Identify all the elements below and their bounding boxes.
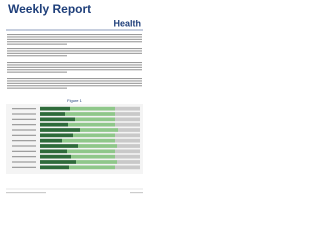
category-label: [12, 140, 36, 142]
bar-segment: [115, 117, 140, 122]
text-line: [7, 69, 142, 71]
text-line: [7, 43, 67, 45]
text-line: [7, 52, 142, 54]
category-label: [12, 166, 36, 168]
bar-segment: [76, 160, 117, 164]
text-line: [7, 78, 142, 80]
category-label: [12, 113, 36, 115]
bar-segment: [115, 122, 140, 127]
bar-segment: [80, 128, 118, 132]
bar-segment: [40, 133, 73, 138]
bar-segment: [115, 133, 140, 138]
bar-segment: [40, 154, 71, 159]
bar-segment: [40, 112, 65, 116]
text-line: [7, 50, 142, 52]
bar-segment: [115, 138, 140, 143]
bar-segment: [115, 165, 140, 170]
footer-text: [6, 192, 46, 194]
bar-segment: [115, 106, 140, 111]
category-label: [12, 150, 36, 152]
bar-segment: [78, 144, 117, 148]
bar-segment: [40, 160, 76, 164]
body-text: [7, 34, 142, 89]
text-line: [7, 48, 142, 50]
bar-segment: [75, 117, 115, 122]
bar-segment: [40, 138, 62, 143]
bar-segment: [73, 133, 115, 138]
bar-segment: [40, 165, 69, 170]
text-line: [7, 82, 142, 84]
bar-segment: [40, 106, 70, 111]
bar-segment: [115, 154, 140, 159]
bar-segment: [69, 165, 115, 170]
bar-segment: [40, 122, 68, 127]
bar-segment: [70, 106, 115, 111]
bar-segment: [40, 144, 78, 148]
bar-segment: [65, 112, 115, 116]
category-label: [12, 124, 36, 126]
category-label: [12, 108, 36, 110]
category-label: [12, 161, 36, 163]
category-label: [12, 118, 36, 120]
bar-segment: [40, 149, 67, 154]
report-title: Weekly Report: [8, 2, 91, 16]
bar-segment: [67, 149, 115, 154]
bar-segment: [68, 122, 115, 127]
bar-segment: [117, 144, 140, 148]
text-line: [7, 71, 67, 73]
bar-segment: [117, 160, 140, 164]
page: {"header": {"title": "Weekly Report", "l…: [0, 0, 149, 198]
bar-segment: [40, 128, 80, 132]
bar-segment: [71, 154, 115, 159]
bar-segment: [62, 138, 115, 143]
text-line: [7, 55, 67, 57]
document: Weekly Report Health Figure 1: [0, 0, 149, 198]
text-line: [7, 80, 142, 82]
chart: [6, 104, 143, 174]
logo: Health: [113, 18, 141, 28]
bar-segment: [115, 149, 140, 154]
text-line: [7, 87, 67, 89]
figure-title: Figure 1: [67, 98, 82, 103]
text-line: [7, 62, 142, 64]
bar-segment: [40, 117, 75, 122]
bar-segment: [118, 128, 140, 132]
text-line: [7, 38, 142, 40]
bar-segment: [115, 112, 140, 116]
category-label: [12, 129, 36, 131]
text-line: [7, 64, 142, 66]
text-line: [7, 41, 142, 43]
category-label: [12, 145, 36, 147]
text-line: [7, 85, 142, 87]
text-line: [7, 34, 142, 36]
category-label: [12, 134, 36, 136]
text-line: [7, 36, 142, 38]
category-label: [12, 156, 36, 158]
text-line: [7, 66, 142, 68]
page-number: [130, 192, 143, 194]
